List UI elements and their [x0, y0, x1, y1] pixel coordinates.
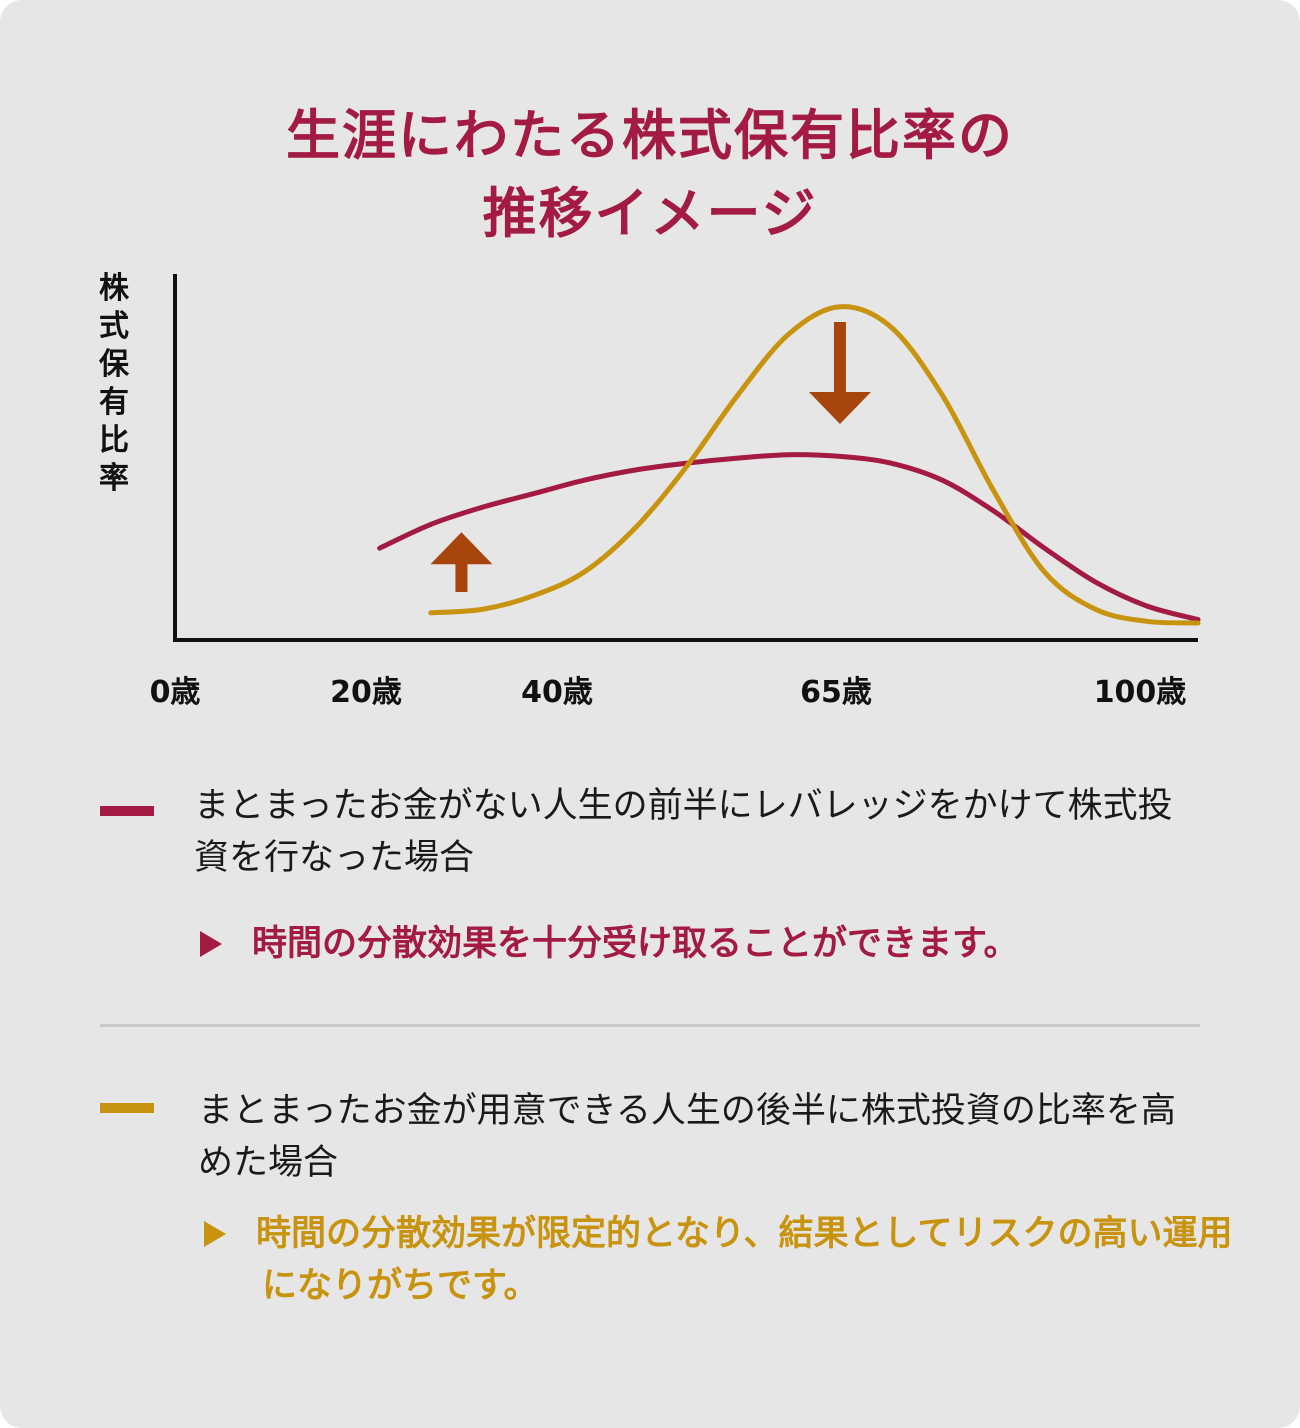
arrow-down-shaft: [833, 322, 846, 394]
bullet-triangle-icon: [204, 1221, 226, 1247]
arrow-down-icon: [808, 392, 871, 424]
x-tick-label: 20歳: [330, 675, 402, 710]
legend-description-leverage: まとまったお金がない人生の前半にレバレッジをかけて株式投資を行なった場合: [194, 786, 1173, 878]
legend-swatch-gold: [100, 1103, 154, 1113]
legend-note-late: 時間の分散効果が限定的となり、結果としてリスクの高い運用になりがちです。: [204, 1208, 1262, 1312]
bullet-triangle-icon: [200, 931, 222, 957]
legend-note-leverage: 時間の分散効果を十分受け取ることができます。: [200, 918, 1210, 970]
chart-title: 生涯にわたる株式保有比率の 推移イメージ: [0, 96, 1300, 252]
series-line-leverage: [377, 452, 1201, 623]
legend-description-late: まとまったお金が用意できる人生の後半に株式投資の比率を高めた場合: [198, 1091, 1176, 1183]
stock-ratio-chart: 0歳 20歳 40歳 65歳 100歳: [150, 274, 1201, 710]
legend-swatch-crimson: [100, 806, 154, 816]
arrow-up-icon: [430, 532, 493, 565]
title-line-2: 推移イメージ: [482, 181, 818, 245]
legend-divider: [100, 1024, 1200, 1027]
x-tick-label: 100歳: [1094, 675, 1187, 710]
y-axis-label: 株式保有比率: [99, 271, 129, 496]
title-line-1: 生涯にわたる株式保有比率の: [286, 103, 1014, 167]
series-line-late: [428, 304, 1201, 626]
x-tick-label: 40歳: [521, 675, 593, 710]
x-tick-label: 0歳: [150, 675, 201, 710]
x-tick-label: 65歳: [800, 675, 872, 710]
arrow-up-shaft: [455, 562, 468, 592]
